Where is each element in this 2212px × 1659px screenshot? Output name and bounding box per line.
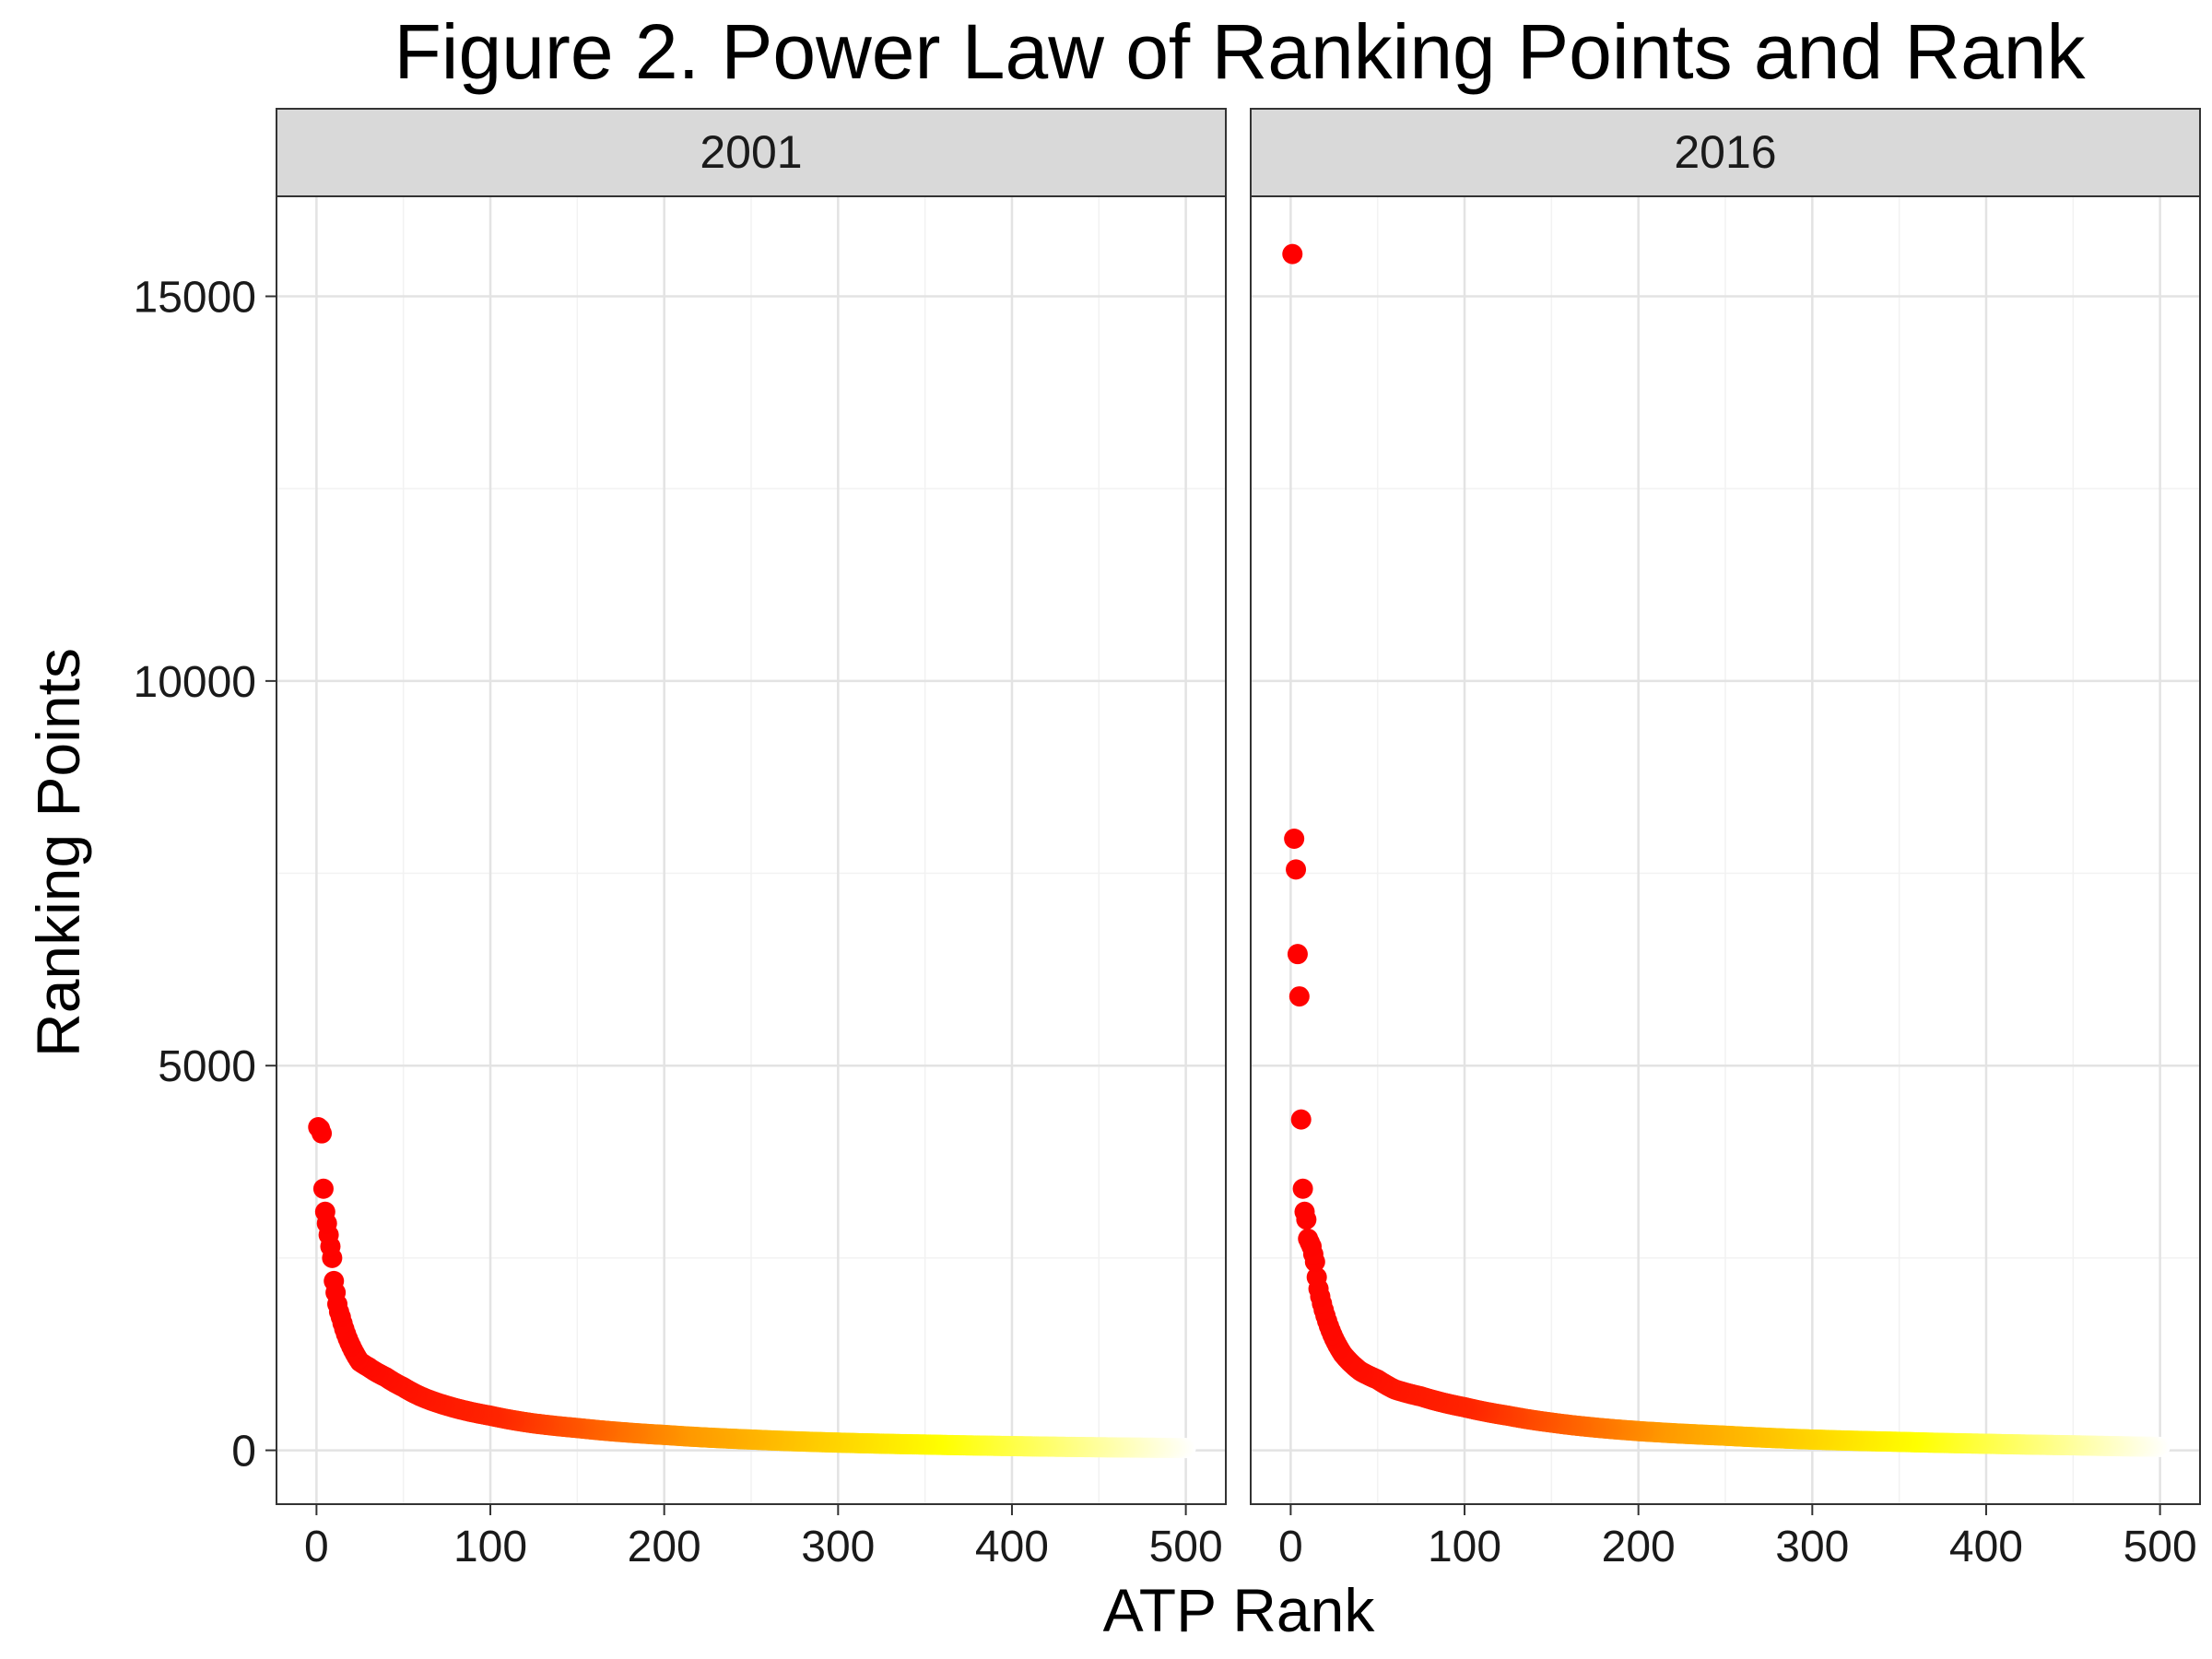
facet-strip-label: 2001 — [700, 126, 802, 178]
facet-strip — [1250, 108, 2201, 197]
y-tick-label: 0 — [231, 1428, 256, 1477]
data-point — [1282, 243, 1303, 265]
data-point — [1287, 944, 1308, 965]
data-points — [308, 1116, 1196, 1459]
x-tick-label: 0 — [1278, 1523, 1303, 1571]
data-points — [1282, 243, 2171, 1457]
x-tick-label: 0 — [304, 1523, 329, 1571]
x-axis-title: ATP Rank — [1103, 1576, 1376, 1644]
data-point — [312, 1178, 334, 1199]
data-point — [1284, 828, 1305, 849]
facet-panel-2016: 2016 0 100 200 300 400 500 — [1250, 108, 2201, 1571]
x-tick-label: 200 — [628, 1523, 701, 1571]
x-tick-label: 500 — [1149, 1523, 1223, 1571]
data-point — [1292, 1178, 1313, 1199]
data-point — [308, 1116, 329, 1137]
facet-panels: 2001 0 100 200 300 400 500 2016 0 100 200 300 400 500 — [265, 108, 2201, 1571]
x-tick-label: 100 — [1428, 1523, 1501, 1571]
data-point — [1306, 1266, 1327, 1288]
x-tick-label: 300 — [1775, 1523, 1849, 1571]
x-tick-label: 500 — [2124, 1523, 2197, 1571]
y-tick-label: 15000 — [134, 274, 256, 323]
facet-panel-2001: 2001 0 100 200 300 400 500 — [265, 108, 1227, 1571]
y-tick-label: 5000 — [158, 1042, 256, 1091]
facet-strip — [276, 108, 1227, 197]
x-tick-label: 100 — [453, 1523, 527, 1571]
x-tick-label: 400 — [1949, 1523, 2023, 1571]
data-point — [324, 1270, 345, 1291]
x-tick-label: 400 — [975, 1523, 1049, 1571]
data-point — [1290, 1109, 1312, 1130]
x-tick-label: 300 — [801, 1523, 875, 1571]
y-tick-label: 10000 — [134, 658, 256, 707]
data-point — [314, 1201, 335, 1222]
panel-border — [276, 195, 1227, 1505]
y-tick-labels: 0 5000 10000 15000 — [134, 274, 256, 1477]
panel-border — [1250, 195, 2201, 1505]
chart-title: Figure 2. Power Law of Ranking Points an… — [394, 8, 2087, 95]
data-point — [1288, 986, 1310, 1007]
x-tick-label: 200 — [1602, 1523, 1676, 1571]
data-point — [1294, 1201, 1315, 1222]
data-point — [1286, 859, 1307, 880]
facet-strip-label: 2016 — [1674, 126, 1776, 178]
data-point — [1298, 1229, 1319, 1250]
y-axis-title: Ranking Points — [24, 648, 92, 1057]
